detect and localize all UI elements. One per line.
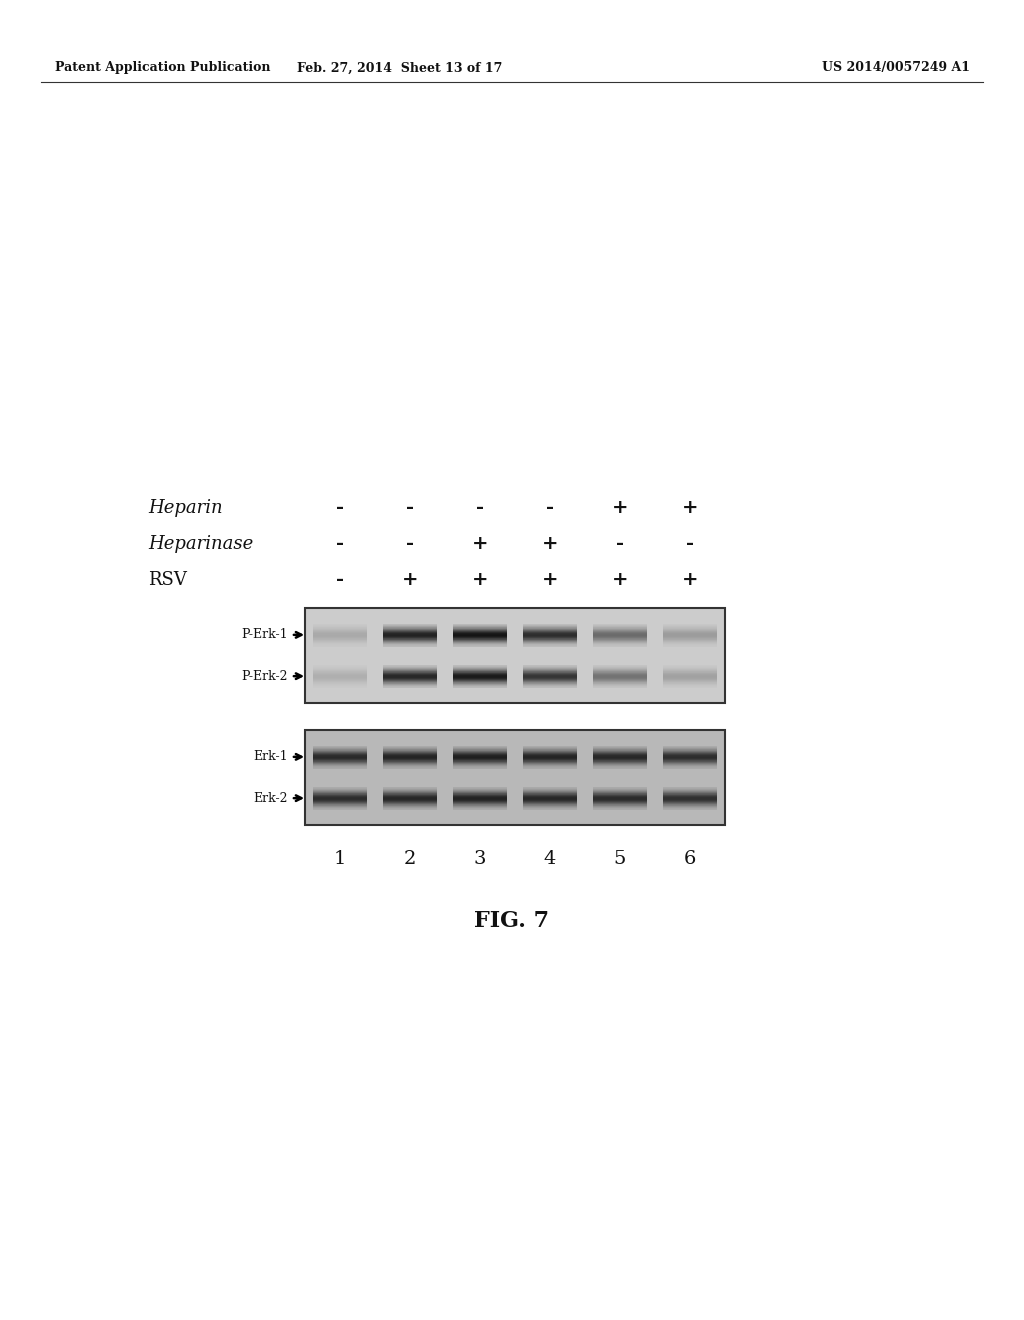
- Text: -: -: [546, 499, 554, 517]
- Text: -: -: [406, 535, 414, 553]
- Text: RSV: RSV: [148, 572, 186, 589]
- Text: +: +: [682, 572, 698, 589]
- Text: Patent Application Publication: Patent Application Publication: [55, 62, 270, 74]
- Text: FIG. 7: FIG. 7: [474, 909, 550, 932]
- Text: 3: 3: [474, 850, 486, 869]
- Text: P-Erk-2: P-Erk-2: [242, 669, 288, 682]
- Text: -: -: [476, 499, 484, 517]
- Text: Erk-2: Erk-2: [254, 792, 288, 805]
- Text: 6: 6: [684, 850, 696, 869]
- Text: +: +: [611, 499, 629, 517]
- Text: US 2014/0057249 A1: US 2014/0057249 A1: [822, 62, 970, 74]
- Text: Feb. 27, 2014  Sheet 13 of 17: Feb. 27, 2014 Sheet 13 of 17: [297, 62, 503, 74]
- Text: -: -: [336, 499, 344, 517]
- Text: 4: 4: [544, 850, 556, 869]
- Text: +: +: [401, 572, 418, 589]
- Text: +: +: [682, 499, 698, 517]
- Text: Heparinase: Heparinase: [148, 535, 253, 553]
- Text: +: +: [542, 572, 558, 589]
- Text: 5: 5: [613, 850, 627, 869]
- Text: -: -: [336, 535, 344, 553]
- Text: +: +: [611, 572, 629, 589]
- Text: -: -: [686, 535, 694, 553]
- Text: +: +: [472, 572, 488, 589]
- Bar: [305, 730, 725, 825]
- Text: 1: 1: [334, 850, 346, 869]
- Text: +: +: [542, 535, 558, 553]
- Text: -: -: [336, 572, 344, 589]
- Text: -: -: [616, 535, 624, 553]
- Text: 2: 2: [403, 850, 416, 869]
- Text: Heparin: Heparin: [148, 499, 222, 517]
- Text: P-Erk-1: P-Erk-1: [242, 628, 288, 642]
- Bar: [305, 609, 725, 704]
- Text: Erk-1: Erk-1: [253, 750, 288, 763]
- Text: +: +: [472, 535, 488, 553]
- Text: -: -: [406, 499, 414, 517]
